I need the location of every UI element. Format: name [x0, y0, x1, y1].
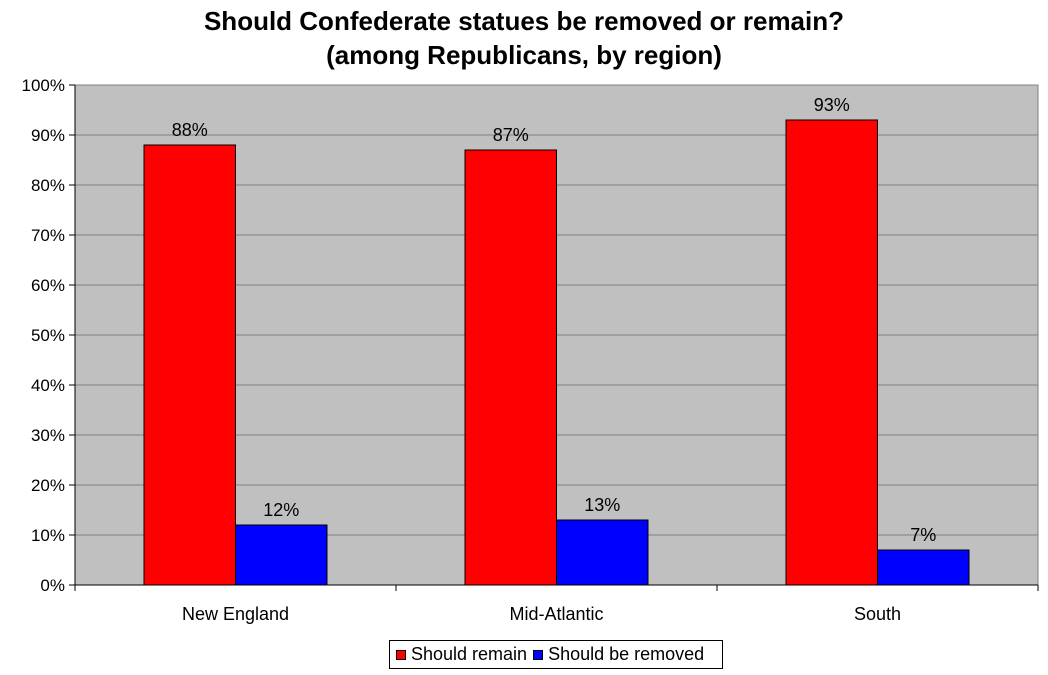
data-label-should-be-removed-south: 7% — [910, 525, 936, 545]
y-tick-label-0: 0% — [40, 576, 65, 595]
y-tick-label-30: 30% — [31, 426, 65, 445]
y-tick-label-70: 70% — [31, 226, 65, 245]
data-label-should-remain-south: 93% — [814, 95, 850, 115]
y-tick-label-90: 90% — [31, 126, 65, 145]
data-label-should-be-removed-mid-atlantic: 13% — [584, 495, 620, 515]
bar-should-remain-new-england — [143, 144, 236, 586]
y-tick-label-20: 20% — [31, 476, 65, 495]
data-label-should-be-removed-new-england: 12% — [263, 500, 299, 520]
data-label-should-remain-new-england: 88% — [172, 120, 208, 140]
x-tick-label-mid-atlantic: Mid-Atlantic — [509, 604, 603, 624]
bar-should-be-removed-mid-atlantic — [556, 519, 649, 586]
legend-swatch-should-be-removed — [533, 649, 544, 660]
y-tick-label-60: 60% — [31, 276, 65, 295]
legend-swatch-should-remain — [396, 649, 406, 660]
chart-title-line-1: Should Confederate statues be removed or… — [203, 6, 845, 36]
y-tick-label-50: 50% — [31, 326, 65, 345]
chart-title: Should Confederate statues be removed or… — [0, 4, 1048, 72]
legend-item-should-remain: Should remain — [396, 644, 527, 665]
bar-should-be-removed-south — [877, 549, 970, 586]
bar-should-remain-south — [785, 119, 879, 586]
y-tick-label-100: 100% — [22, 76, 65, 95]
chart-title-line-2: (among Republicans, by region) — [326, 40, 722, 70]
legend: Should remain Should be removed — [389, 640, 723, 669]
bar-should-be-removed-new-england — [235, 524, 328, 586]
y-tick-label-10: 10% — [31, 526, 65, 545]
legend-label-should-remain: Should remain — [411, 644, 528, 664]
x-tick-label-south: South — [854, 604, 901, 624]
data-label-should-remain-mid-atlantic: 87% — [493, 125, 529, 145]
legend-item-should-be-removed: Should be removed — [533, 644, 704, 665]
legend-label-should-be-removed: Should be removed — [548, 644, 705, 664]
bar-should-remain-mid-atlantic — [464, 149, 558, 586]
y-tick-label-40: 40% — [31, 376, 65, 395]
y-tick-label-80: 80% — [31, 176, 65, 195]
x-tick-label-new-england: New England — [182, 604, 289, 624]
